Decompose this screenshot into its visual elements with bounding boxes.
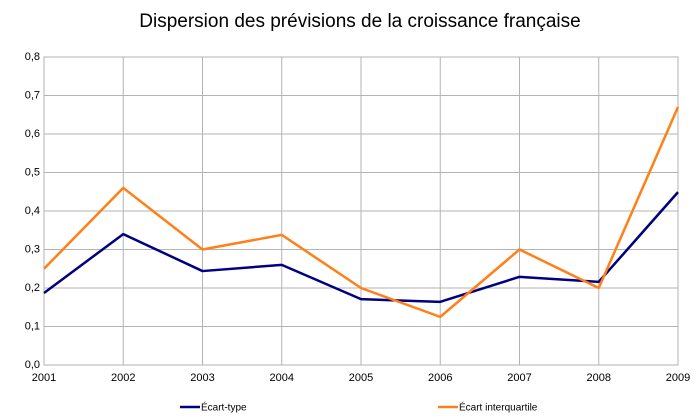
x-tick-label: 2003: [190, 372, 214, 384]
y-tick-label: 0,4: [25, 205, 40, 217]
x-tick-label: 2005: [349, 372, 373, 384]
plot-border: [43, 56, 679, 366]
y-tick-label: 0,3: [25, 243, 40, 255]
x-tick-label: 2004: [270, 372, 294, 384]
y-tick-label: 0,0: [25, 359, 40, 371]
legend-label: Écart interquartile: [459, 401, 538, 414]
line: [43, 191, 679, 304]
chart-title: Dispersion des prévisions de la croissan…: [139, 11, 580, 32]
x-tick-label: 2007: [507, 372, 531, 384]
y-tick-label: 0,7: [25, 89, 40, 101]
x-tick-label: 2006: [428, 372, 452, 384]
y-tick-label: 0,6: [25, 128, 40, 140]
y-tick-label: 0,2: [25, 282, 40, 294]
y-tick-label: 0,8: [25, 51, 40, 63]
line: [43, 106, 680, 319]
x-tick-label: 2008: [587, 372, 611, 384]
legend-label: Écart-type: [201, 401, 247, 414]
y-tick-label: 0,5: [25, 166, 40, 178]
x-tick-label: 2002: [111, 372, 135, 384]
y-tick-label: 0,1: [25, 320, 40, 332]
x-tick-label: 2001: [32, 372, 56, 384]
x-tick-label: 2009: [666, 372, 690, 384]
